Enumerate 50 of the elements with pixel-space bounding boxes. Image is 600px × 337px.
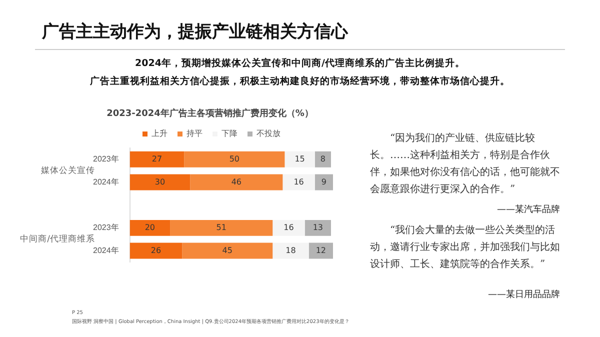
data-label: 50 — [229, 154, 240, 164]
legend-label: 下降 — [222, 129, 238, 138]
y-tick-label: 2023年 — [93, 154, 119, 164]
bar — [170, 220, 273, 236]
data-label: 26 — [150, 246, 162, 255]
text: 媒体公关宣传 — [41, 165, 95, 176]
data-label: 16 — [284, 223, 294, 232]
y-tick-label: 2023年 — [93, 223, 119, 232]
text: ——某日用品品牌 — [487, 288, 560, 301]
bar — [190, 174, 283, 190]
bar — [130, 151, 184, 168]
data-label: 46 — [231, 177, 242, 186]
data-label: 12 — [316, 246, 326, 255]
text: “我们会大量的去做一些公关类型的活动，邀请行业专家出席，并加强我们与比如设计师、工长、建筑院等的合作关系。” — [370, 224, 560, 272]
text: 2023-2024年广告主各项营销推广费用变化（%） — [106, 107, 314, 120]
data-label: 45 — [222, 246, 232, 255]
legend-label: 不投放 — [256, 129, 280, 138]
bar — [314, 174, 333, 190]
bar — [308, 242, 333, 259]
text: 广告主重视利益相关方信心提振，积极主动构建良好的市场经营环境，带动整体市场信心提升。 — [89, 75, 511, 88]
text: “因为我们的产业链、供应链比较长。……这种利益相关方，特别是合作伙伴，如果他对你没有信心的话，他可能就不会愿意跟你进行更深入的合作。” — [370, 132, 560, 197]
data-label: 8 — [320, 154, 326, 164]
chart-title: 广告主主动作为，提振产业链相关方信心 — [42, 21, 348, 43]
bar — [130, 220, 170, 236]
y-tick-label: 2024年 — [93, 246, 119, 255]
legend-label: 持平 — [186, 129, 202, 138]
bar — [304, 220, 331, 236]
data-label: 20 — [144, 223, 156, 232]
data-label: 27 — [152, 154, 162, 164]
data-label: 16 — [294, 177, 304, 186]
bar — [272, 220, 305, 236]
data-label: 18 — [286, 246, 296, 255]
y-tick-label: 2024年 — [93, 177, 119, 186]
bar — [130, 242, 182, 259]
bar — [314, 151, 331, 168]
bar — [182, 242, 273, 259]
legend-label: 上升 — [152, 129, 168, 138]
bar — [130, 174, 190, 190]
data-label: 51 — [216, 223, 226, 232]
data-label: 30 — [154, 177, 166, 186]
bar — [272, 242, 309, 259]
bar — [282, 174, 315, 190]
bar — [284, 151, 315, 168]
data-label: 15 — [294, 154, 305, 164]
chart-subtitle: 2024年，预期增投媒体公关宣传和中间商/代理商维系的广告主比例提升。 — [134, 57, 466, 70]
text: 中间商/代理商维系 — [20, 234, 95, 245]
bar — [184, 151, 285, 168]
data-label: 13 — [312, 223, 324, 232]
text: ——某汽车品牌 — [496, 204, 560, 216]
data-label: 9 — [321, 177, 326, 186]
